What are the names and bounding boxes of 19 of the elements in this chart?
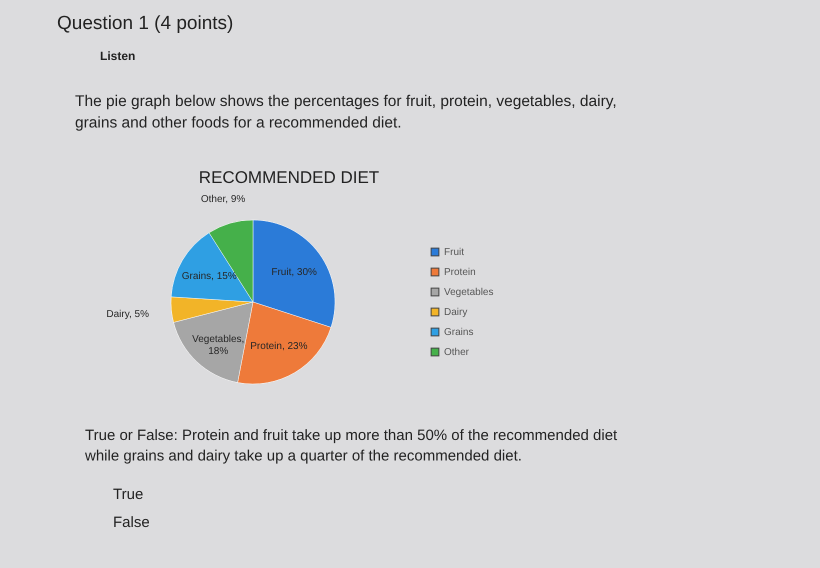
text: True or False: Protein and fruit take up more than 50% of the recommended diet while grains and dairy take up a quarter of the recommended diet. <box>84 427 618 465</box>
data-label: Fruit, 30% <box>271 267 318 278</box>
chart-title: RECOMMENDED DIET <box>198 168 380 187</box>
legend-label: Protein <box>444 267 476 278</box>
text: False <box>113 514 150 531</box>
data-label: Grains, 15% <box>182 271 237 282</box>
legend-label: Fruit <box>444 247 464 258</box>
text: Question 1 (4 points) <box>57 13 234 34</box>
data-label: Other, 9% <box>200 194 246 206</box>
legend-label: Grains <box>444 327 474 338</box>
text: The pie graph below shows the percentages for fruit, protein, vegetables, dairy, grains and other foods for a recommended diet. <box>75 93 617 132</box>
legend-label: Dairy <box>444 307 468 318</box>
text: Listen <box>100 49 136 63</box>
legend-label: Other <box>444 347 470 358</box>
data-label: Dairy, 5% <box>106 308 150 320</box>
data-label: Vegetables, 18% <box>192 334 244 358</box>
data-label: Protein, 23% <box>250 340 308 352</box>
legend-label: Vegetables <box>444 287 494 298</box>
text: True <box>113 486 144 503</box>
